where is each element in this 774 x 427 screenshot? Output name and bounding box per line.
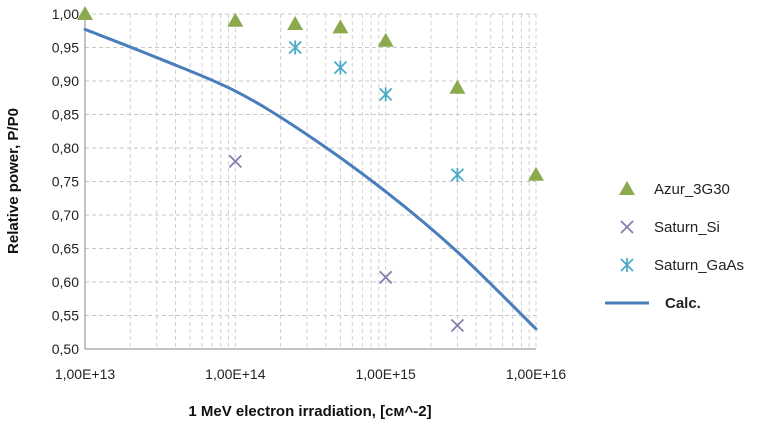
azur-3g30-point — [227, 12, 244, 27]
x-tick-label: 1,00E+13 — [55, 366, 116, 382]
legend-marker-saturn-si — [620, 220, 634, 234]
triangle-shape — [377, 32, 394, 47]
y-tick-label: 0,55 — [52, 308, 79, 324]
azur-3g30-point — [77, 6, 93, 20]
legend-label-azur-3g30: Azur_3G30 — [654, 181, 730, 198]
y-tick-label: 0,50 — [52, 341, 79, 357]
y-axis-title: Relative power, P/P0 — [5, 108, 22, 254]
y-tick-label: 0,90 — [52, 73, 79, 89]
triangle-shape — [449, 79, 466, 94]
saturn-si-point — [228, 154, 242, 169]
saturn-si-point — [450, 318, 465, 333]
y-tick-label: 0,95 — [52, 40, 79, 56]
saturn-gaas-point — [333, 60, 348, 75]
triangle-shape — [227, 12, 244, 27]
azur-3g30-point — [287, 16, 304, 31]
x-stroke — [379, 270, 393, 284]
x-tick-labels: 1,00E+13 1,00E+14 1,00E+15 1,00E+16 — [55, 366, 567, 382]
azur-3g30-point — [449, 79, 466, 94]
saturn-gaas-point — [450, 167, 465, 182]
triangle-shape — [528, 166, 544, 181]
y-tick-label: 0,85 — [52, 107, 79, 123]
triangle-shape — [77, 6, 93, 20]
azur-3g30-point — [332, 19, 349, 34]
legend-label-saturn-si: Saturn_Si — [654, 219, 720, 236]
saturn-si-point — [379, 270, 393, 284]
y-tick-label: 0,75 — [52, 174, 79, 190]
x-axis-title: 1 MeV electron irradiation, [см^-2] — [188, 403, 431, 420]
plot-marks — [77, 6, 544, 333]
legend-marker-azur-3g30 — [619, 181, 635, 195]
x-tick-label: 1,00E+16 — [506, 366, 567, 382]
x-stroke — [228, 154, 242, 169]
legend: Azur_3G30 Saturn_Si Saturn_GaAs Calc. — [605, 181, 744, 312]
y-tick-label: 0,70 — [52, 207, 79, 223]
y-tick-label: 0,60 — [52, 274, 79, 290]
azur-3g30-point — [377, 32, 394, 47]
x-tick-label: 1,00E+15 — [355, 366, 416, 382]
calc-line — [83, 27, 538, 331]
legend-label-calc-: Calc. — [665, 295, 701, 312]
y-tick-label: 0,80 — [52, 140, 79, 156]
triangle-shape — [619, 181, 635, 195]
y-tick-label: 0,65 — [52, 241, 79, 257]
saturn-gaas-point — [379, 87, 393, 102]
x-stroke — [620, 220, 634, 234]
y-tick-labels: 1,00 0,95 0,90 0,85 0,80 0,75 0,70 0,65 0,60 0,55… — [52, 6, 79, 357]
azur-3g30-point — [528, 166, 544, 181]
x-tick-label: 1,00E+14 — [205, 366, 266, 382]
legend-marker-saturn-gaas — [620, 258, 634, 272]
x-stroke — [450, 318, 465, 333]
y-tick-label: 1,00 — [52, 6, 79, 22]
saturn-gaas-point — [288, 40, 302, 55]
triangle-shape — [332, 19, 349, 34]
triangle-shape — [287, 16, 304, 31]
legend-label-saturn-gaas: Saturn_GaAs — [654, 257, 744, 274]
grid-lines — [84, 12, 537, 350]
